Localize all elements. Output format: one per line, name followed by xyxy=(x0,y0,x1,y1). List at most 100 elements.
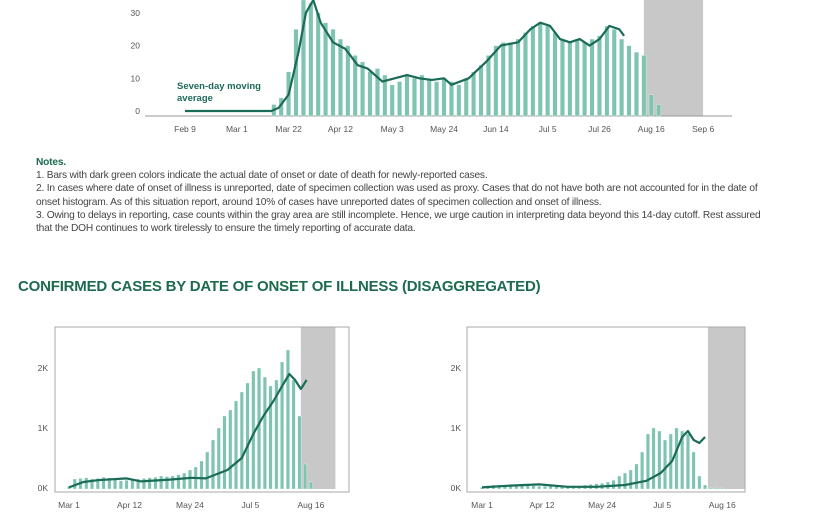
y-tick-label: 0K xyxy=(38,483,49,493)
y-tick-label: 2K xyxy=(451,363,462,373)
x-tick-label: Apr 12 xyxy=(328,124,353,134)
bar xyxy=(124,480,129,490)
bar xyxy=(552,32,558,117)
note-2: 2. In cases where date of onset of illne… xyxy=(36,183,758,208)
note-3: 3. Owing to delays in reporting, case co… xyxy=(36,209,761,235)
bar xyxy=(136,478,140,490)
bar xyxy=(449,81,454,117)
bar xyxy=(520,483,524,490)
moving-average-annotation: average xyxy=(177,93,213,104)
bar xyxy=(211,439,215,490)
bar xyxy=(286,349,290,490)
bar xyxy=(159,475,164,490)
bar xyxy=(352,55,358,117)
incomplete-gray-area xyxy=(300,327,336,489)
bar xyxy=(626,45,632,117)
bar xyxy=(463,78,469,117)
x-tick-label: Aug 16 xyxy=(297,500,324,510)
x-tick-label: Jul 5 xyxy=(241,500,259,510)
bar xyxy=(360,61,365,117)
bar xyxy=(657,430,662,490)
moving-average-line xyxy=(185,0,626,113)
bar xyxy=(634,463,639,490)
bar xyxy=(471,71,477,117)
bar xyxy=(456,84,462,117)
bar xyxy=(280,361,284,490)
bar xyxy=(268,385,273,490)
bar xyxy=(530,25,536,117)
bar xyxy=(720,487,725,490)
bar xyxy=(680,430,685,490)
bar xyxy=(648,94,654,117)
bar xyxy=(113,479,117,490)
bar xyxy=(560,38,565,117)
notes-title: Notes. xyxy=(36,157,66,168)
y-tick-label: 0 xyxy=(135,106,140,116)
bar xyxy=(674,427,679,490)
bar xyxy=(297,415,302,490)
bar xyxy=(245,382,250,490)
bar xyxy=(389,84,395,117)
moving-average-line xyxy=(481,429,706,489)
bar xyxy=(634,51,639,117)
x-tick-label: Jun 14 xyxy=(483,124,509,134)
bar xyxy=(651,427,656,490)
incomplete-gray-area xyxy=(707,327,746,489)
x-tick-label: Jul 26 xyxy=(588,124,611,134)
bar xyxy=(412,78,417,117)
bar xyxy=(315,12,321,117)
y-tick-label: 0K xyxy=(451,483,462,493)
bar xyxy=(523,32,528,117)
y-tick-label: 30 xyxy=(131,8,141,18)
x-tick-label: May 24 xyxy=(430,124,458,134)
bar xyxy=(663,439,667,490)
bar xyxy=(708,487,713,490)
chart-frame xyxy=(466,326,746,493)
x-tick-label: Mar 22 xyxy=(275,124,302,134)
bar xyxy=(147,477,152,490)
bar xyxy=(628,469,633,490)
notes-block: Notes. 1. Bars with dark green colors in… xyxy=(36,156,766,235)
incomplete-gray-area xyxy=(643,0,704,116)
note-1: 1. Bars with dark green colors indicate … xyxy=(36,170,488,182)
bar xyxy=(176,474,181,490)
x-tick-label: Aug 16 xyxy=(638,124,665,134)
bar xyxy=(543,486,547,490)
bar xyxy=(604,25,610,117)
x-tick-label: Jul 5 xyxy=(539,124,557,134)
bar xyxy=(582,42,588,117)
bar xyxy=(291,379,296,490)
bar xyxy=(323,22,328,117)
y-tick-label: 10 xyxy=(131,73,141,83)
bar xyxy=(619,38,625,117)
bar xyxy=(257,367,261,490)
chart-frame xyxy=(54,326,350,493)
bar xyxy=(397,81,402,117)
x-tick-label: Feb 9 xyxy=(174,124,196,134)
bar xyxy=(508,42,514,117)
bar xyxy=(597,35,602,117)
bar xyxy=(419,74,425,117)
bar xyxy=(641,55,647,117)
bar xyxy=(308,2,314,117)
bar xyxy=(234,400,238,490)
x-tick-label: Mar 1 xyxy=(58,500,80,510)
bar xyxy=(611,29,617,117)
bar xyxy=(697,475,702,490)
x-tick-label: Sep 6 xyxy=(692,124,714,134)
bar xyxy=(531,485,536,490)
x-tick-label: May 24 xyxy=(588,500,616,510)
bar xyxy=(426,78,432,117)
bar xyxy=(589,38,595,117)
bar xyxy=(567,42,573,117)
bar xyxy=(303,463,308,490)
bar xyxy=(205,451,210,490)
y-tick-label: 20 xyxy=(131,41,141,51)
y-tick-label: 1K xyxy=(451,423,462,433)
bar xyxy=(84,477,89,490)
bar xyxy=(239,391,244,490)
bar xyxy=(404,74,410,117)
bar xyxy=(345,45,351,117)
bar xyxy=(486,55,491,117)
